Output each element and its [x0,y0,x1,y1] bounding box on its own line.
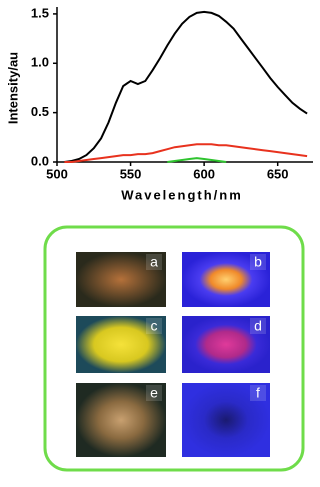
x-axis-label: Wavelength/nm [121,187,243,202]
photo-label: f [256,385,260,401]
photo-label: a [150,254,158,270]
photo [182,252,270,307]
photo [76,252,166,307]
line-series [64,10,308,163]
x-tick-label: 600 [193,166,215,181]
x-tick-label: 650 [267,166,289,181]
photo-label-box [146,254,162,270]
photo [76,383,166,457]
photos [76,252,270,457]
figure: Wavelength/nm Intensity/au 0.0 0.5 1.0 1.5 5… [5,5,313,472]
y-axis-label: Intensity/au [5,52,20,124]
photo-label-box [250,318,266,334]
photo-label: c [151,318,158,334]
photo-label: d [254,318,262,334]
y-tick-label: 1.5 [31,5,49,20]
photo [182,383,270,457]
photo [182,316,270,373]
x-tick-label: 550 [120,166,142,181]
photo [76,316,166,373]
photo-label-box [146,385,162,401]
y-tick-label: 0.0 [31,153,49,168]
y-tick-label: 0.5 [31,104,49,119]
photo-label: b [254,254,262,270]
photo-label-box [250,254,266,270]
line-series [64,143,308,163]
y-tick-label: 1.0 [31,55,49,70]
photo-label-box [250,385,266,401]
x-tick-label: 500 [46,166,68,181]
photo-label-box [146,318,162,334]
photo-frame [43,225,305,472]
photo-label: e [150,385,158,401]
line-series [167,157,227,163]
